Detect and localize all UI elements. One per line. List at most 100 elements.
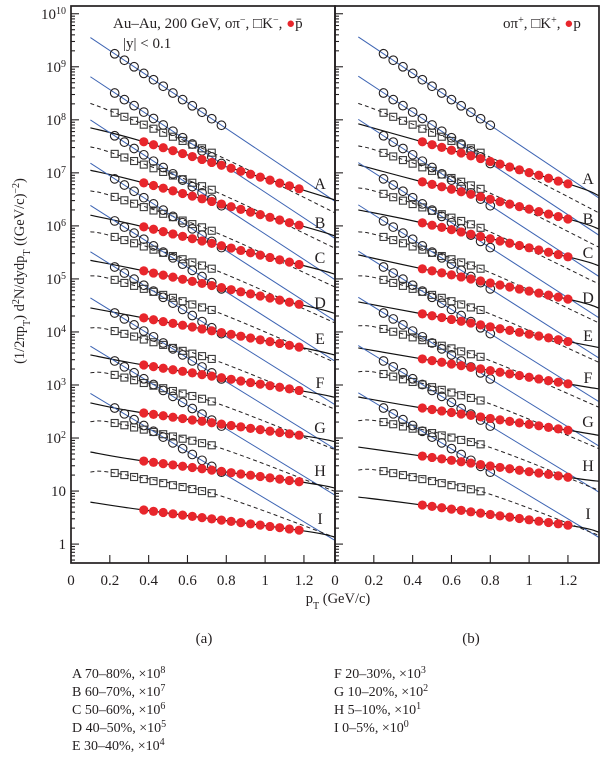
red-dot-icon: ● [564,16,573,32]
proton-data-point [158,411,168,421]
kaon-data-point [168,481,177,490]
centrality-legend-exponent: 6 [160,701,165,712]
proton-data-point [216,419,227,429]
kaon-data-point [110,232,119,241]
proton-data-point [216,283,227,293]
proton-data-point [275,178,285,188]
proton-data-point [275,215,285,225]
kaon-data-point [457,216,466,225]
pion-data-point [197,107,207,118]
pion-data-point [388,137,399,147]
pion-data-point [216,120,227,131]
pion-data-point [158,205,169,215]
centrality-legend-text: H 5–10%, ×10 [334,703,416,718]
pion-data-point [109,308,120,318]
proton-data-point [514,418,525,428]
proton-data-point [466,362,476,372]
y-tick-label-exponent: 10 [56,5,66,16]
kaon-data-point [398,116,407,125]
kaon-data-point [178,255,187,264]
kaon-fit-curve-I [358,468,599,536]
proton-data-point [505,238,515,248]
kaon-data-point [149,338,158,347]
pion-data-point [417,113,428,124]
kaon-data-point [149,287,158,296]
kaon-data-point [437,341,446,350]
kaon-data-point [428,206,437,215]
pion-data-point [119,361,130,372]
proton-data-point [534,516,544,526]
proton-data-point [294,477,304,487]
x-tick-label: 0.6 [442,573,461,589]
kaon-data-point [110,370,119,379]
kaon-data-point [178,297,187,306]
kaon-data-point [398,422,407,431]
kaon-data-point [437,431,446,440]
centrality-legend-text: I 0–5%, ×10 [334,721,404,736]
kaon-data-point [398,471,407,480]
proton-data-point [168,229,178,239]
pion-data-point [158,338,169,348]
centrality-legend-item: F 20–30%, ×103 [334,665,426,683]
pion-data-point [407,149,418,160]
kaon-data-point [130,332,139,341]
y-tick-label-base: 10 [46,60,61,76]
proton-data-point [148,268,159,278]
pion-data-point [129,100,139,111]
legend-pion-charge: − [240,15,246,26]
kaon-data-point [188,349,197,358]
kaon-data-point [379,148,388,157]
proton-data-point [294,220,304,230]
pion-data-point [398,186,408,197]
kaon-data-point [476,440,485,449]
proton-data-point [543,209,554,219]
kaon-data-point [139,242,148,251]
pion-data-point [446,94,457,105]
y-title-part: ) [12,178,28,183]
proton-data-point [446,455,457,465]
pion-data-point [119,408,130,419]
kaon-data-point [389,469,398,478]
centrality-curve-label: B [315,215,326,232]
proton-data-point [148,506,159,516]
pion-data-point [417,156,428,167]
legend-proton-label: p [573,16,581,32]
proton-data-point [563,179,573,189]
proton-data-point [284,475,294,486]
centrality-legend-exponent: 5 [161,719,166,730]
kaon-data-point [188,220,197,229]
proton-data-point [456,148,466,158]
proton-data-point [446,270,457,280]
y-tick-label-base: 10 [46,431,61,447]
y-tick-label: 108 [46,111,66,129]
proton-data-point [158,183,168,193]
proton-data-point [417,218,427,228]
x-tick-label: 0.4 [139,573,158,589]
pion-data-point [168,168,178,179]
proton-data-point [236,469,246,479]
pion-data-point [417,379,428,390]
kaon-data-point [130,376,139,385]
kaon-data-point [379,108,388,117]
proton-data-point [485,413,495,424]
pion-data-point [148,199,159,209]
proton-data-point [475,508,486,518]
proton-data-point [284,429,294,439]
proton-data-point [417,500,427,510]
proton-data-point [466,229,476,239]
pion-data-point [388,94,399,105]
proton-data-point [475,192,486,202]
kaon-data-point [130,472,139,482]
x-tick-label: 1 [261,573,269,589]
proton-data-point [437,503,447,513]
proton-data-point [207,238,217,248]
kaon-data-point [408,159,417,168]
centrality-legend-exponent: 2 [423,683,428,694]
pion-data-point [436,391,447,402]
pion-data-point [398,367,408,378]
proton-data-point [255,379,265,389]
proton-data-point [178,188,188,199]
proton-data-point [255,425,265,435]
proton-data-point [534,245,544,255]
